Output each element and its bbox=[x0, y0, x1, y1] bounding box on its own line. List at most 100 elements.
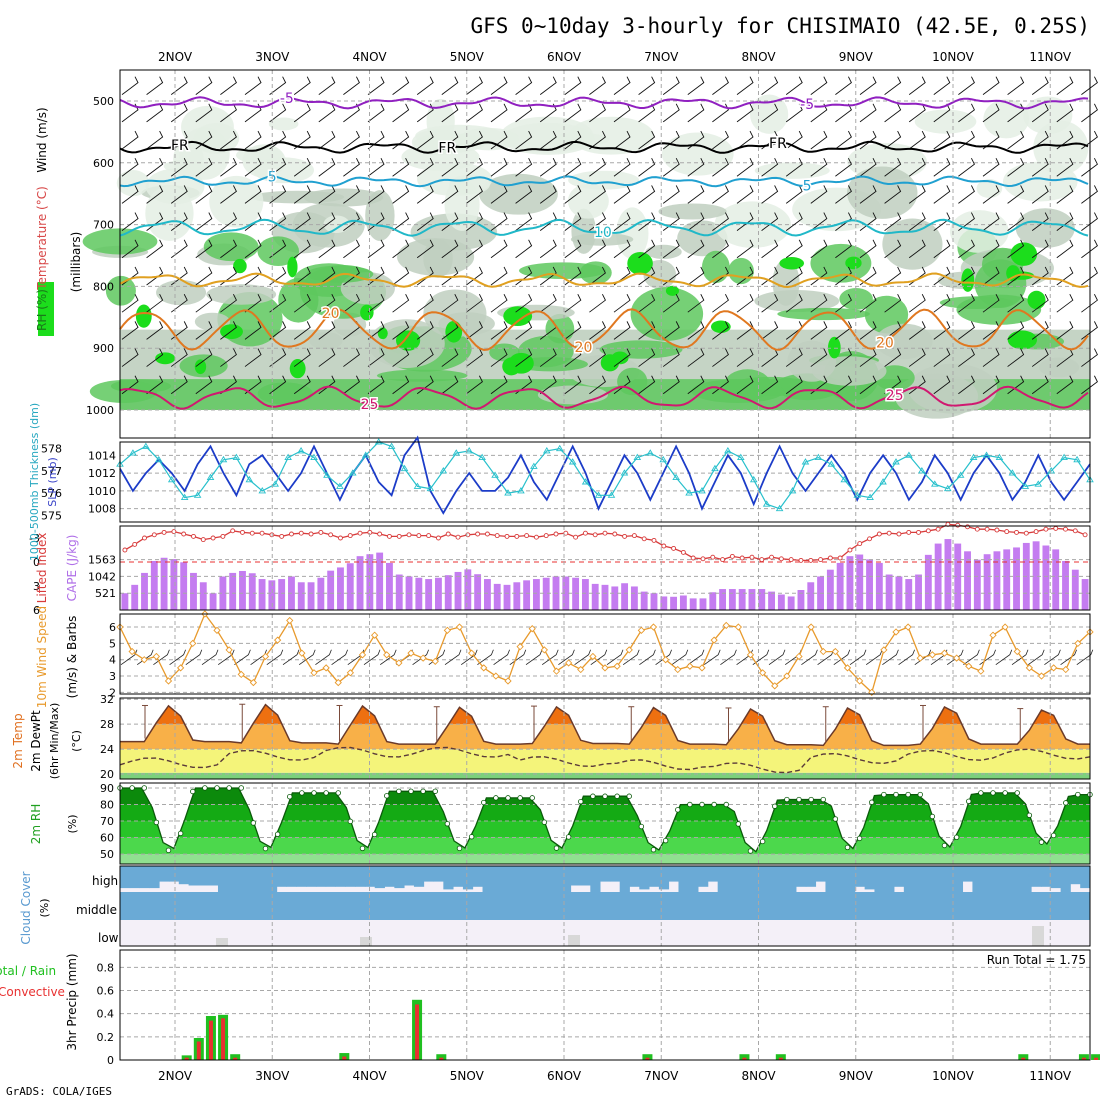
wind-barb-icon bbox=[367, 158, 385, 177]
wind-barb-icon bbox=[441, 375, 459, 395]
wind-barb-icon bbox=[1056, 103, 1074, 123]
wind-barb-icon bbox=[761, 103, 779, 123]
temperature-contour-line bbox=[119, 96, 1089, 110]
wind-speed-point bbox=[577, 665, 585, 674]
rh-point bbox=[796, 796, 802, 803]
wind-barb-icon bbox=[736, 212, 754, 231]
lifted-index-axis-label: Lifted Index bbox=[35, 533, 49, 604]
cloud-cover-bar bbox=[306, 892, 317, 920]
wind-barb-icon bbox=[367, 103, 385, 123]
thickness-point bbox=[801, 458, 810, 465]
thickness-point bbox=[517, 487, 525, 494]
wind-barb-icon bbox=[1031, 321, 1049, 340]
cape-bar bbox=[317, 577, 325, 610]
thickness-point bbox=[232, 453, 241, 461]
rh-tick-label: 90 bbox=[100, 782, 114, 795]
cloud-cover-bar bbox=[600, 892, 611, 920]
wind-barb-icon bbox=[761, 375, 779, 395]
wind-barb-icon bbox=[785, 103, 803, 123]
temperature-contour-line bbox=[119, 385, 1089, 410]
wind-barb-icon bbox=[367, 212, 385, 231]
wind-barb-icon bbox=[638, 130, 656, 150]
wind-barb-icon bbox=[712, 103, 729, 123]
wind-barb-icon bbox=[613, 103, 631, 123]
wind-barb-icon bbox=[712, 293, 729, 313]
wind-barb-icon bbox=[170, 348, 188, 367]
wind-barb-icon bbox=[170, 239, 188, 259]
rh-point bbox=[177, 830, 184, 837]
cloud-cover-bar bbox=[786, 892, 797, 920]
wind-barb-icon bbox=[736, 375, 754, 395]
rh-point bbox=[444, 821, 451, 827]
wind-speed-point bbox=[843, 664, 852, 672]
lifted-index-point bbox=[671, 545, 677, 551]
wind-barb-icon bbox=[785, 266, 803, 286]
wind-barb-icon bbox=[564, 103, 582, 123]
wind-barb-icon bbox=[1056, 185, 1074, 204]
rh-point bbox=[481, 799, 487, 806]
wind-barb-icon bbox=[613, 348, 631, 367]
wind-barb-icon bbox=[589, 266, 606, 286]
date-label-bottom: 10NOV bbox=[932, 1069, 974, 1083]
lifted-index-point bbox=[925, 528, 931, 534]
wind-barb-icon bbox=[884, 266, 902, 286]
cape-bar bbox=[248, 573, 256, 610]
cloud-cover-bar bbox=[453, 892, 464, 920]
cloud-cover-bar bbox=[325, 866, 336, 887]
wind-speed-point bbox=[1049, 664, 1058, 672]
cloud-cover-bar bbox=[1070, 866, 1081, 885]
date-label-bottom: 5NOV bbox=[450, 1069, 485, 1083]
cape-bar bbox=[885, 574, 893, 610]
wind-barb-icon bbox=[736, 130, 754, 150]
wind-barb-icon bbox=[761, 158, 779, 177]
rh-point bbox=[844, 844, 851, 851]
wind-barb-icon bbox=[662, 158, 680, 177]
wind-speed-point bbox=[686, 662, 694, 670]
wind-speed-point bbox=[189, 639, 197, 648]
wind-speed-point bbox=[298, 649, 306, 657]
wind-speed-point bbox=[952, 654, 961, 662]
wind-speed-point bbox=[625, 646, 633, 654]
thickness-point bbox=[504, 489, 512, 496]
cape-bar bbox=[415, 577, 423, 610]
cloud-cover-bar bbox=[678, 866, 689, 892]
thickness-point bbox=[361, 451, 370, 458]
wind-speed-point bbox=[795, 652, 803, 661]
cloud-cover-bar bbox=[472, 892, 483, 920]
cloud-cover-bar bbox=[443, 866, 454, 890]
rh-point bbox=[311, 790, 317, 796]
wind-barb-icon bbox=[859, 348, 877, 367]
wind-barb-icon bbox=[1007, 212, 1025, 231]
lifted-index-tick-label: 6 bbox=[33, 604, 40, 617]
thickness-point bbox=[879, 478, 887, 485]
wind-speed-point bbox=[904, 623, 912, 631]
cloud-cover-bar bbox=[1001, 892, 1013, 920]
cloud-cover-bar bbox=[992, 892, 1003, 920]
rh-point bbox=[747, 848, 754, 854]
wind-barb-icon bbox=[466, 321, 483, 340]
wind-speed-point bbox=[674, 665, 682, 674]
date-label-bottom: 2NOV bbox=[158, 1069, 193, 1083]
lifted-index-point bbox=[759, 557, 765, 563]
wind-barb-icon bbox=[220, 130, 237, 150]
cape-bar bbox=[209, 593, 217, 610]
wind-speed-point bbox=[540, 646, 549, 654]
wind-barb-icon bbox=[835, 321, 852, 340]
cloud-cover-bar bbox=[766, 866, 777, 892]
lifted-index-point bbox=[867, 536, 872, 542]
wind-barb-icon bbox=[958, 375, 975, 395]
cloud-cover-bar bbox=[747, 866, 758, 892]
temperature-contour-label: -5 bbox=[280, 91, 294, 107]
wind-barb-icon bbox=[736, 348, 754, 367]
lifted-index-point bbox=[641, 536, 647, 542]
thickness-point bbox=[155, 455, 163, 463]
cloud-cover-bar bbox=[560, 866, 572, 892]
temperature-contour-label: 20 bbox=[322, 306, 340, 322]
wind-barb-icon bbox=[958, 348, 975, 367]
slp-series-line bbox=[119, 435, 1091, 515]
wind-barb-icon bbox=[589, 293, 606, 313]
wind-barb-icon bbox=[736, 76, 754, 95]
surface-wind-barb-icon bbox=[266, 649, 284, 666]
wind-barb-icon bbox=[392, 103, 410, 123]
lifted-index-point bbox=[955, 522, 961, 528]
